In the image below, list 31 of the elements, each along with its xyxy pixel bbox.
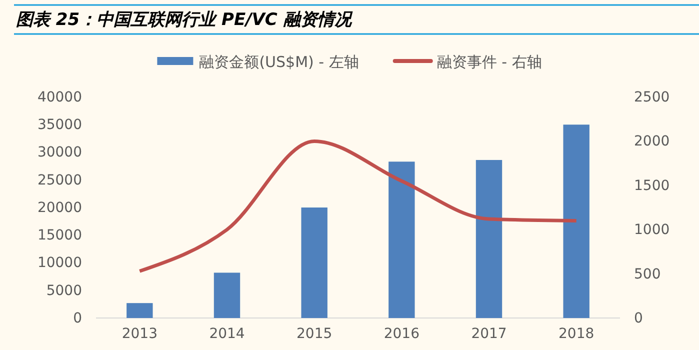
y2-tick-label: 500 (634, 266, 661, 282)
y2-tick-label: 2000 (634, 134, 670, 150)
y-tick-label: 25000 (37, 172, 82, 188)
chart-title: 图表 25：中国互联网行业 PE/VC 融资情况 (16, 10, 354, 30)
y-tick-label: 30000 (37, 144, 82, 161)
y-tick-label: 10000 (37, 255, 82, 272)
bar (214, 272, 240, 318)
bar (476, 160, 502, 318)
legend-label: 融资金额(US$M) - 左轴 (199, 53, 359, 71)
x-tick-label: 2014 (209, 326, 245, 342)
y2-tick-label: 1500 (634, 178, 670, 194)
y2-tick-label: 1000 (634, 222, 670, 238)
y-tick-label: 15000 (37, 228, 82, 244)
x-tick-label: 2013 (122, 326, 158, 342)
line-series (138, 139, 578, 273)
bar (563, 124, 590, 318)
legend-label: 融资事件 - 右轴 (436, 53, 542, 71)
y2-tick-label: 2500 (634, 89, 670, 106)
x-tick-label: 2016 (384, 326, 420, 342)
x-tick-label: 2017 (471, 326, 507, 342)
y-tick-label: 40000 (37, 89, 82, 106)
y-tick-label: 20000 (37, 200, 82, 216)
y-tick-label: 0 (73, 310, 82, 326)
y-tick-label: 35000 (37, 117, 82, 134)
x-tick-label: 2015 (296, 326, 332, 342)
bar (388, 162, 415, 318)
y-tick-label: 5000 (46, 282, 82, 299)
x-tick-label: 2018 (558, 326, 594, 342)
y2-tick-label: 0 (634, 310, 643, 326)
bar (301, 208, 328, 318)
bar (126, 303, 153, 318)
